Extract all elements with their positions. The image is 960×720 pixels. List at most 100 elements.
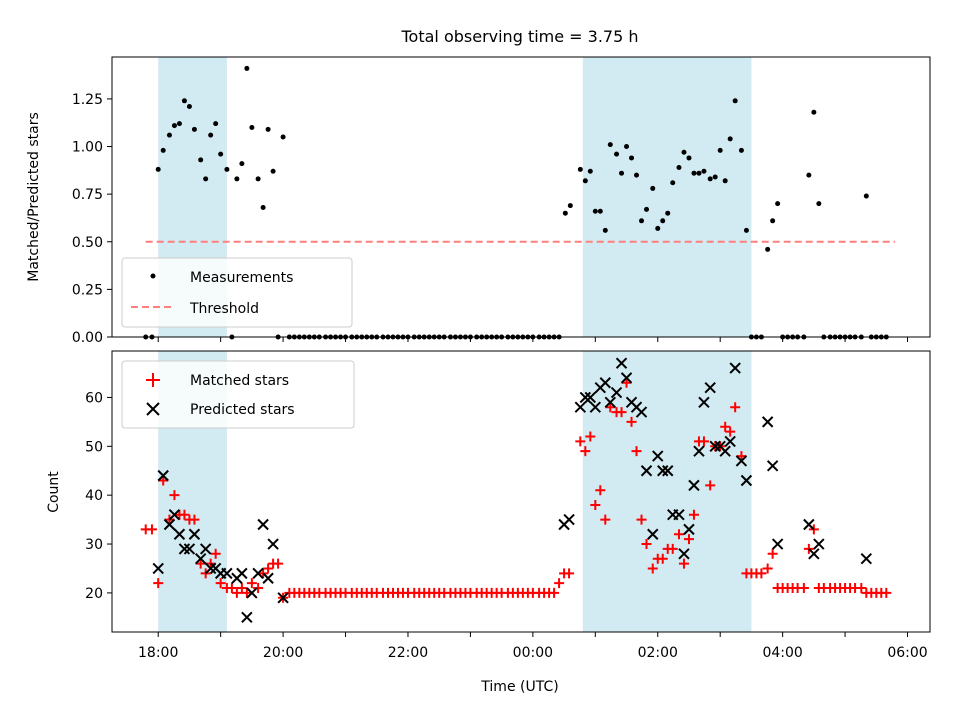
predicted-star-point — [683, 523, 695, 536]
bottom-shaded-span-1 — [582, 351, 752, 632]
top-y-axis-label: Matched/Predicted stars — [26, 112, 42, 282]
measurement-point — [686, 155, 692, 161]
measurement-point — [249, 124, 255, 130]
predicted-star-point — [652, 450, 664, 462]
measurement-point — [244, 65, 250, 71]
predicted-star-point — [719, 445, 731, 457]
measurement-point — [176, 121, 182, 127]
predicted-star-point — [262, 572, 274, 584]
legend-measurements-marker — [150, 273, 156, 279]
measurement-point — [191, 126, 197, 132]
x-tick-label: 18:00 — [138, 645, 178, 661]
predicted-star-point — [688, 479, 700, 492]
matched-star-point — [673, 529, 684, 540]
matched-stars-points — [140, 377, 892, 603]
matched-star-point — [554, 578, 565, 589]
predicted-star-point — [698, 396, 710, 409]
top-y-tick-label: 0.25 — [72, 282, 103, 298]
measurement-point — [567, 203, 573, 209]
predicted-star-point — [599, 377, 612, 389]
legend-matched-label: Matched stars — [190, 373, 289, 389]
x-tick-label: 04:00 — [762, 645, 802, 661]
predicted-stars-points — [152, 357, 873, 624]
matched-star-point — [580, 446, 591, 457]
measurement-point — [239, 161, 245, 167]
measurement-point — [218, 151, 224, 157]
top-legend: Measurements Threshold — [121, 257, 353, 328]
bottom-y-tick-label: 50 — [85, 439, 103, 455]
bottom-y-tick-label: 60 — [85, 390, 103, 406]
legend-predicted-marker — [146, 402, 160, 416]
matched-star-point — [210, 548, 221, 559]
matched-star-point — [600, 514, 611, 525]
matched-star-point — [158, 475, 169, 486]
predicted-star-point — [267, 538, 279, 550]
predicted-star-point — [771, 538, 784, 550]
matched-star-point — [146, 524, 157, 535]
top-x-ticks — [157, 337, 909, 342]
matched-star-point — [590, 499, 601, 510]
measurement-point — [203, 176, 209, 182]
measurement-point — [607, 142, 613, 148]
measurement-point — [691, 170, 697, 176]
matched-star-point — [856, 583, 867, 594]
top-y-tick-label: 0.00 — [72, 330, 103, 346]
matched-star-point — [595, 485, 606, 496]
top-y-tick-label: 0.75 — [72, 187, 103, 203]
measurement-point — [770, 218, 776, 224]
predicted-star-point — [241, 611, 253, 624]
measurement-point — [280, 134, 286, 140]
matched-star-point — [621, 377, 632, 388]
matched-star-point — [195, 558, 206, 569]
measurement-points — [143, 65, 889, 340]
measurement-point — [712, 174, 718, 180]
matched-star-point — [636, 514, 647, 525]
predicted-star-point — [724, 435, 736, 448]
measurement-point — [660, 218, 666, 224]
predicted-star-point — [860, 552, 873, 565]
matched-star-point — [585, 431, 596, 442]
measurement-point — [234, 176, 240, 182]
predicted-star-point — [813, 538, 825, 550]
matched-star-point — [667, 543, 678, 554]
matched-star-point — [605, 402, 616, 413]
predicted-star-point — [640, 465, 653, 477]
bottom-y-tick-label: 20 — [85, 586, 103, 602]
matched-star-point — [241, 587, 252, 598]
predicted-star-point — [740, 474, 753, 487]
measurement-point — [732, 98, 738, 104]
top-y-tick-label: 1.00 — [72, 140, 103, 156]
predicted-star-point — [709, 440, 721, 453]
legend-measurements-label: Measurements — [190, 270, 293, 286]
matched-star-point — [647, 563, 658, 574]
measurement-point — [592, 208, 598, 214]
x-tick-label: 00:00 — [513, 645, 553, 661]
measurement-point — [265, 126, 271, 132]
matched-star-point — [231, 587, 242, 598]
measurement-point — [629, 155, 635, 161]
legend-threshold-label: Threshold — [189, 301, 259, 317]
measurement-point — [743, 227, 749, 233]
matched-star-point — [273, 558, 284, 569]
top-axes-frame — [111, 56, 931, 338]
bottom-x-ticks: 18:00 20:00 22:00 00:00 02:00 04:00 06:00 — [138, 632, 928, 661]
top-y-ticks: 0.00 0.25 0.50 0.75 1.00 1.25 — [72, 92, 112, 346]
matched-star-point — [698, 436, 709, 447]
measurement-point — [634, 172, 640, 178]
measurement-point — [624, 144, 630, 150]
measurement-point — [160, 147, 166, 153]
predicted-star-point — [610, 386, 623, 399]
measurement-point — [738, 147, 744, 153]
legend-matched-marker — [146, 373, 160, 387]
measurement-point — [707, 176, 713, 182]
legend-predicted-label: Predicted stars — [190, 402, 295, 418]
predicted-star-point — [647, 528, 659, 540]
predicted-star-point — [657, 465, 669, 477]
top-shaded-spans — [158, 57, 752, 337]
matched-star-point — [798, 583, 809, 594]
bottom-legend-box — [121, 360, 355, 429]
top-y-tick-label: 1.25 — [72, 92, 103, 108]
predicted-star-point — [808, 548, 820, 560]
predicted-star-point — [635, 406, 648, 418]
predicted-star-point — [194, 552, 207, 565]
